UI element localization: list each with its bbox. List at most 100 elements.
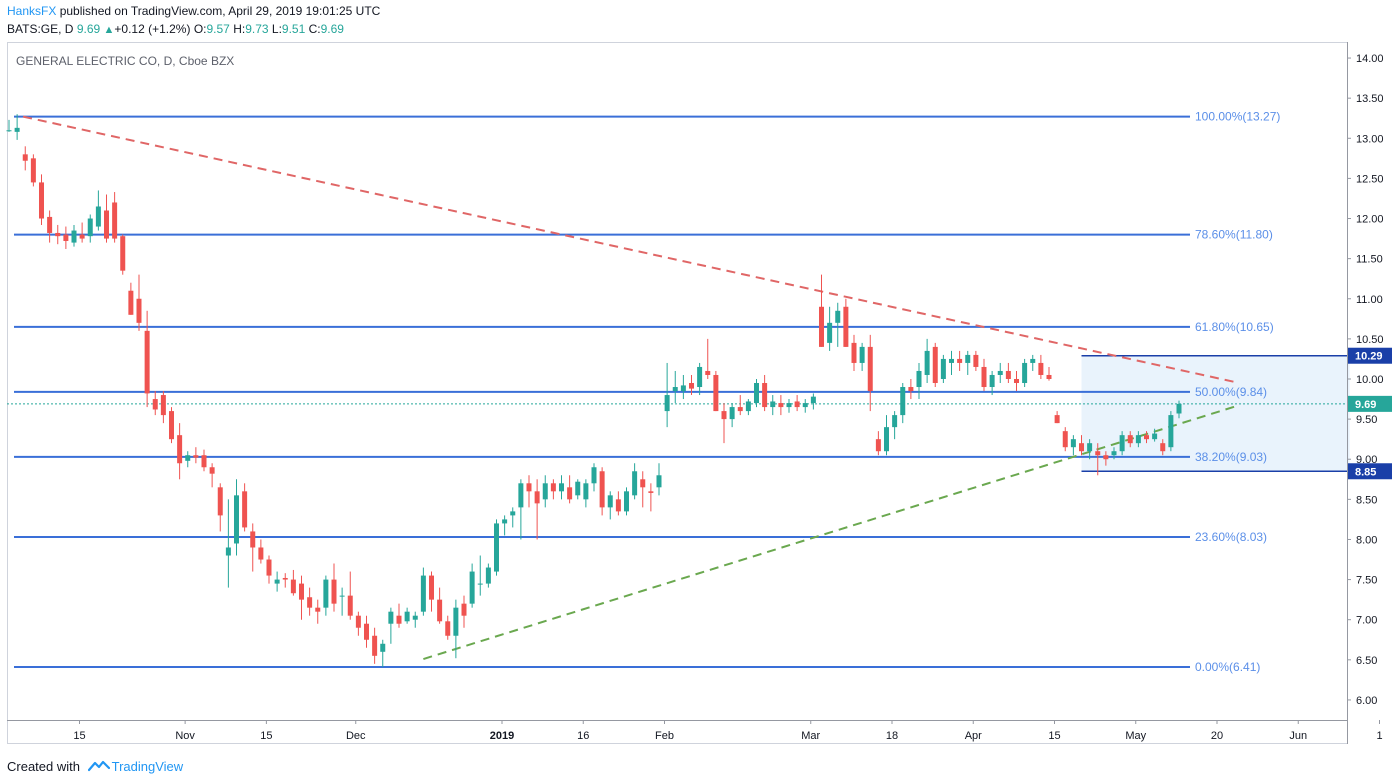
change-value: +0.12 (+1.2%)	[114, 22, 191, 36]
candle-body	[1030, 358, 1036, 363]
candle-body	[242, 491, 248, 528]
candle	[997, 362, 1003, 384]
candle	[916, 362, 922, 400]
candle-body	[770, 401, 776, 408]
y-tick-label: 7.50	[1356, 575, 1377, 587]
candle-body	[217, 487, 223, 516]
candle	[607, 491, 613, 520]
candle	[201, 449, 207, 472]
candle-body	[104, 210, 109, 239]
candle-body	[997, 370, 1003, 375]
candle-body	[940, 358, 946, 379]
candle	[1038, 354, 1044, 379]
candle-body	[47, 216, 53, 233]
candle	[599, 467, 605, 516]
candle-body	[364, 623, 369, 640]
candle-body	[461, 603, 467, 616]
candle	[1054, 411, 1060, 424]
candle-body	[664, 395, 670, 412]
candle-body	[1005, 370, 1011, 379]
candle-body	[160, 395, 166, 416]
x-tick-label: Feb	[655, 730, 674, 742]
candle-body	[177, 435, 183, 464]
x-tick-label: 18	[886, 730, 898, 742]
candle-body	[859, 346, 865, 363]
candle	[859, 342, 865, 371]
candle	[542, 475, 548, 508]
candle	[900, 383, 906, 424]
candle-body	[209, 467, 215, 474]
candle	[697, 362, 703, 396]
candle-body	[258, 547, 264, 560]
candle-body	[1079, 443, 1084, 452]
candle	[404, 607, 410, 624]
fib-level-label: 78.60%(11.80)	[1195, 228, 1273, 242]
fib-level-label: 38.20%(9.03)	[1195, 450, 1267, 464]
candle	[290, 569, 296, 596]
x-tick-label: 16	[577, 730, 589, 742]
candle-body	[794, 401, 800, 408]
y-tick-label: 12.00	[1356, 214, 1384, 226]
candle	[770, 395, 776, 416]
candle	[810, 393, 816, 410]
candle	[95, 190, 101, 231]
candle	[258, 539, 264, 564]
y-tick-label: 11.00	[1356, 294, 1383, 306]
candle	[331, 563, 337, 612]
x-tick-label: 20	[1211, 730, 1223, 742]
candle-body	[396, 615, 402, 624]
candle	[185, 451, 191, 468]
candle	[867, 334, 873, 412]
tradingview-link[interactable]: TradingView	[111, 759, 184, 774]
candle-body	[526, 483, 532, 492]
range-top-badge: 10.29	[1355, 351, 1383, 363]
candle-body	[152, 399, 158, 410]
candle	[1144, 431, 1149, 444]
candle-body	[469, 571, 475, 604]
candle-body	[648, 491, 654, 493]
candle-body	[559, 483, 564, 492]
last-price-value: 9.69	[76, 22, 101, 36]
candle	[1014, 370, 1019, 392]
candle-body	[22, 154, 28, 161]
candle	[656, 463, 662, 496]
range-top-badge-bg	[1348, 347, 1392, 364]
last-price-badge: 9.69	[1355, 399, 1376, 411]
author-link[interactable]: HanksFX	[7, 4, 57, 18]
candle-body	[120, 236, 126, 271]
candle-body	[453, 607, 459, 636]
candle-body	[819, 306, 824, 347]
candle	[526, 475, 532, 508]
y-tick-label: 10.50	[1356, 334, 1384, 346]
candle-body	[79, 234, 85, 239]
candle	[981, 358, 987, 392]
candle	[22, 146, 28, 171]
candle-body	[274, 579, 280, 584]
candle-body	[615, 499, 621, 512]
candle	[152, 391, 158, 416]
candle-body	[737, 407, 743, 412]
candle	[591, 463, 597, 492]
fib-level-label: 50.00%(9.84)	[1195, 385, 1267, 399]
candle	[79, 222, 85, 243]
candle-body	[290, 579, 296, 594]
x-tick-label: May	[1125, 730, 1146, 742]
candle	[30, 154, 36, 187]
candle	[128, 282, 134, 315]
symbol-label[interactable]: BATS:GE, D	[7, 22, 74, 36]
candle-body	[485, 567, 491, 584]
candle-body	[1062, 431, 1068, 448]
candle-body	[1127, 435, 1133, 444]
y-tick-label: 13.50	[1356, 93, 1384, 105]
candle	[39, 174, 44, 225]
candle-body	[607, 495, 613, 508]
candle-body	[632, 471, 638, 496]
x-tick-label: Nov	[175, 730, 195, 742]
candle	[136, 274, 142, 331]
candle-body	[892, 415, 898, 428]
x-tick-label: Jun	[1289, 730, 1307, 742]
created-with-text: Created with	[7, 759, 80, 774]
candle	[973, 350, 979, 371]
y-tick-label: 6.00	[1356, 695, 1377, 707]
